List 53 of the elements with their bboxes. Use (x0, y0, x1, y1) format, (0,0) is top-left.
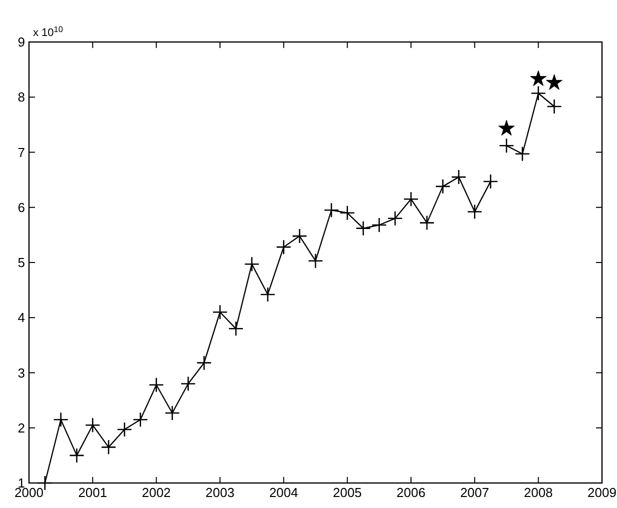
point (148, 377, 164, 393)
point (498, 120, 515, 136)
y-tick-label: 2 (18, 420, 25, 436)
point (69, 448, 84, 464)
point (387, 210, 403, 226)
point (451, 169, 466, 185)
point (132, 412, 148, 428)
point (546, 98, 562, 114)
y-tick-label: 6 (18, 200, 25, 215)
y-tick-label: 7 (18, 144, 25, 160)
point (419, 215, 435, 230)
y-tick-label: 9 (18, 34, 25, 50)
point (530, 86, 546, 101)
x-tick-label: 2008 (524, 485, 553, 500)
point (212, 304, 228, 320)
y-tick-label: 3 (18, 365, 25, 380)
point (244, 256, 260, 272)
y-tick-label: 4 (18, 310, 25, 326)
y-tick-label: 5 (18, 255, 25, 270)
point (324, 202, 340, 218)
point (196, 355, 212, 370)
point (228, 321, 244, 336)
point (85, 417, 100, 433)
point (498, 138, 514, 154)
x-tick-label: 2006 (396, 485, 426, 500)
x-tick-label: 2001 (78, 485, 108, 500)
x-tick-label: 2007 (460, 485, 490, 500)
point (276, 239, 292, 255)
point (467, 204, 482, 220)
x-tick-label: 2005 (332, 485, 362, 500)
point (546, 74, 562, 90)
y-tick-label: 8 (18, 90, 25, 105)
x-tick-label: 2003 (206, 485, 234, 500)
x-tick-label: 2002 (142, 485, 171, 500)
point (482, 174, 498, 190)
point (372, 217, 387, 233)
point (116, 422, 132, 438)
point (53, 412, 68, 428)
x-tick-label: 2009 (588, 485, 616, 500)
point (435, 178, 450, 194)
point (260, 286, 276, 302)
point (308, 253, 324, 268)
point (292, 228, 308, 244)
point (403, 191, 419, 207)
point (514, 146, 530, 162)
text: x 10$^{10}$ (33, 24, 64, 39)
x-tick-label: 2004 (269, 485, 298, 500)
point (356, 220, 371, 236)
point (530, 70, 547, 86)
point (340, 205, 355, 221)
point (180, 376, 196, 392)
point (164, 405, 180, 421)
point (100, 440, 116, 455)
